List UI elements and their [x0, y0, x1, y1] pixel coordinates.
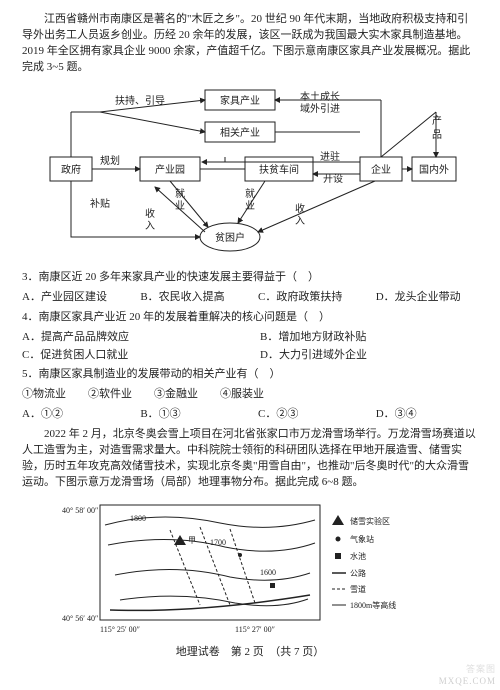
q5-d[interactable]: D．③④ — [376, 407, 478, 423]
lat-top: 40° 58′ 00″ — [62, 506, 98, 515]
label-product1: 产 — [432, 114, 442, 127]
contour-1800: 1800 — [130, 514, 146, 523]
q4-a[interactable]: A．提高产品品牌效应 — [22, 330, 240, 346]
legend-experiment: 储雪实验区 — [350, 516, 390, 526]
legend-pool: 水池 — [350, 551, 366, 561]
box-enterprise: 企业 — [371, 163, 391, 176]
q5-options: A．①② B．①③ C．②③ D．③④ — [22, 407, 478, 423]
q5-items: ①物流业 ②软件业 ③金融业 ④服装业 — [22, 387, 478, 403]
label-inc1b: 入 — [145, 221, 155, 232]
q4-b[interactable]: B．增加地方财政补贴 — [260, 330, 478, 346]
box-furniture: 家具产业 — [220, 94, 260, 107]
lon-left: 115° 25′ 00″ — [100, 625, 140, 634]
label-enter: 进驻 — [320, 150, 340, 163]
page-footer: 地理试卷 第 2 页 （共 7 页） — [22, 645, 478, 661]
box-poor: 贫困户 — [215, 231, 245, 244]
q5-stem: 5．南康区家具制造业的发展带动的相关产业有（ ） — [22, 367, 478, 383]
map-point-jia: 甲 — [188, 536, 196, 545]
label-inc2b: 入 — [295, 216, 305, 227]
legend-contour: 1800m等高线 — [350, 600, 396, 610]
box-industrial-park: 产业园 — [155, 163, 185, 176]
label-open: 开设 — [323, 173, 343, 185]
map-wanlong-ski: 40° 58′ 00″ 40° 56′ 40″ 115° 25′ 00″ 115… — [60, 495, 440, 635]
q4-options: A．提高产品品牌效应 B．增加地方财政补贴 C．促进贫困人口就业 D．大力引进域… — [22, 330, 478, 364]
label-subsidy: 补贴 — [90, 197, 110, 210]
label-local2: 域外引进 — [300, 102, 340, 115]
box-poverty-workshop: 扶贫车间 — [259, 163, 299, 176]
passage-1: 江西省赣州市南康区是著名的"木匠之乡"。20 世纪 90 年代末期，当地政府积极… — [22, 12, 478, 76]
watermark-bottom: MXQE.COM — [439, 675, 496, 688]
q3-a[interactable]: A．产业园区建设 — [22, 290, 124, 306]
q4-d[interactable]: D．大力引进域外企业 — [260, 348, 478, 364]
label-inc2a: 收 — [295, 202, 305, 215]
legend-weather: 气象站 — [350, 534, 374, 544]
q3-d[interactable]: D．龙头企业带动 — [376, 290, 478, 306]
contour-1700: 1700 — [210, 538, 226, 547]
label-product2: 品 — [432, 129, 442, 141]
q3-stem: 3．南康区近 20 多年来家具产业的快速发展主要得益于（ ） — [22, 270, 478, 286]
box-government: 政府 — [61, 163, 81, 176]
box-domestic-foreign: 国内外 — [419, 163, 449, 176]
lon-right: 115° 27′ 00″ — [235, 625, 275, 634]
passage-2: 2022 年 2 月，北京冬奥会雪上项目在河北省张家口市万龙滑雪场举行。万龙滑雪… — [22, 427, 478, 491]
legend-slope: 雪道 — [350, 584, 366, 594]
label-planning: 规划 — [100, 154, 120, 167]
q5-c[interactable]: C．②③ — [258, 407, 360, 423]
box-related: 相关产业 — [220, 126, 260, 139]
label-inc1a: 收 — [145, 207, 155, 220]
q5-a[interactable]: A．①② — [22, 407, 124, 423]
legend-road: 公路 — [350, 568, 366, 578]
q3-options: A．产业园区建设 B．农民收入提高 C．政府政策扶持 D．龙头企业带动 — [22, 290, 478, 306]
label-local1: 本土成长 — [300, 90, 340, 103]
q5-b[interactable]: B．①③ — [140, 407, 242, 423]
lat-bot: 40° 56′ 40″ — [62, 614, 98, 623]
q3-b[interactable]: B．农民收入提高 — [140, 290, 242, 306]
q3-c[interactable]: C．政府政策扶持 — [258, 290, 360, 306]
diagram-furniture-industry: 家具产业 相关产业 扶持、引导 本土成长 域外引进 政府 企业 国内外 产 品 … — [40, 82, 460, 262]
contour-1600: 1600 — [260, 568, 276, 577]
q4-c[interactable]: C．促进贫困人口就业 — [22, 348, 240, 364]
q4-stem: 4．南康区家具产业近 20 年的发展着重解决的核心问题是（ ） — [22, 310, 478, 326]
